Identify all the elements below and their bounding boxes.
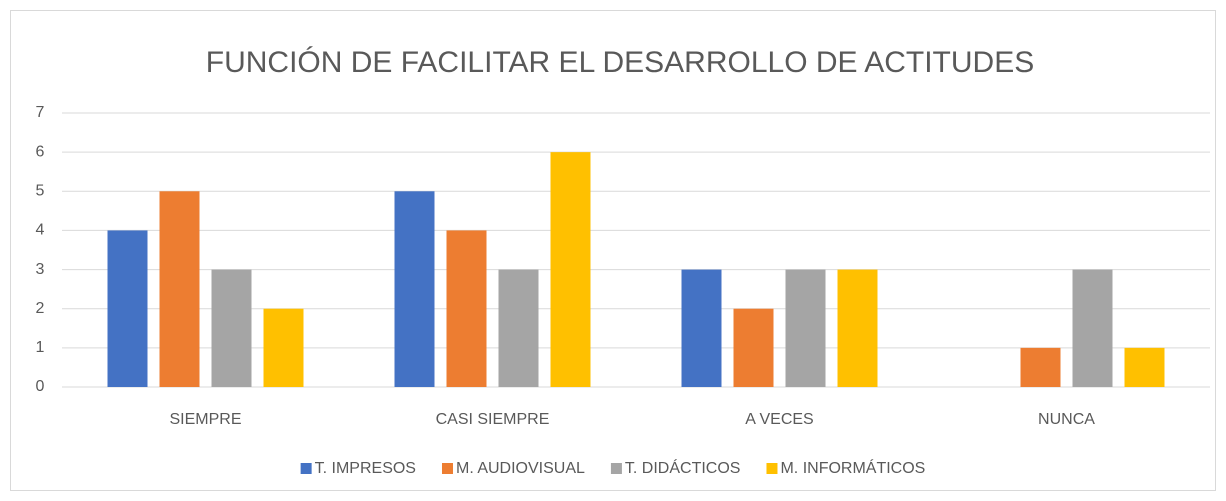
y-tick-label: 3 [36,261,45,278]
bar [263,308,304,387]
bar [211,269,252,387]
y-tick-label: 7 [36,104,45,121]
bar [837,269,878,387]
x-tick-label: NUNCA [1038,411,1095,428]
bar [498,269,539,387]
chart-title: FUNCIÓN DE FACILITAR EL DESARROLLO DE AC… [206,46,1035,79]
bar [785,269,826,387]
bar [1072,269,1113,387]
legend-label: M. AUDIOVISUAL [456,460,585,477]
bar [159,191,200,387]
bar [550,152,591,387]
legend-swatch [300,463,312,474]
bar [1124,347,1165,387]
bar [107,230,148,387]
legend-label: T. IMPRESOS [315,460,416,477]
x-tick-label: SIEMPRE [169,411,241,428]
y-tick-label: 0 [36,378,45,395]
chart-border [10,10,1216,491]
legend-swatch [441,463,453,474]
x-tick-label: A VECES [745,411,813,428]
legend-swatch [766,463,778,474]
bar [1020,347,1061,387]
x-tick-label: CASI SIEMPRE [436,411,550,428]
bar [733,308,774,387]
bar [394,191,435,387]
y-tick-label: 4 [36,222,45,239]
legend-label: T. DIDÁCTICOS [625,458,741,477]
y-tick-label: 6 [36,143,45,160]
bar [446,230,487,387]
y-tick-label: 1 [36,339,45,356]
legend-label: M. INFORMÁTICOS [780,458,925,477]
y-tick-label: 5 [36,183,45,200]
legend-swatch [610,463,622,474]
y-tick-label: 2 [36,300,45,317]
bar [681,269,722,387]
